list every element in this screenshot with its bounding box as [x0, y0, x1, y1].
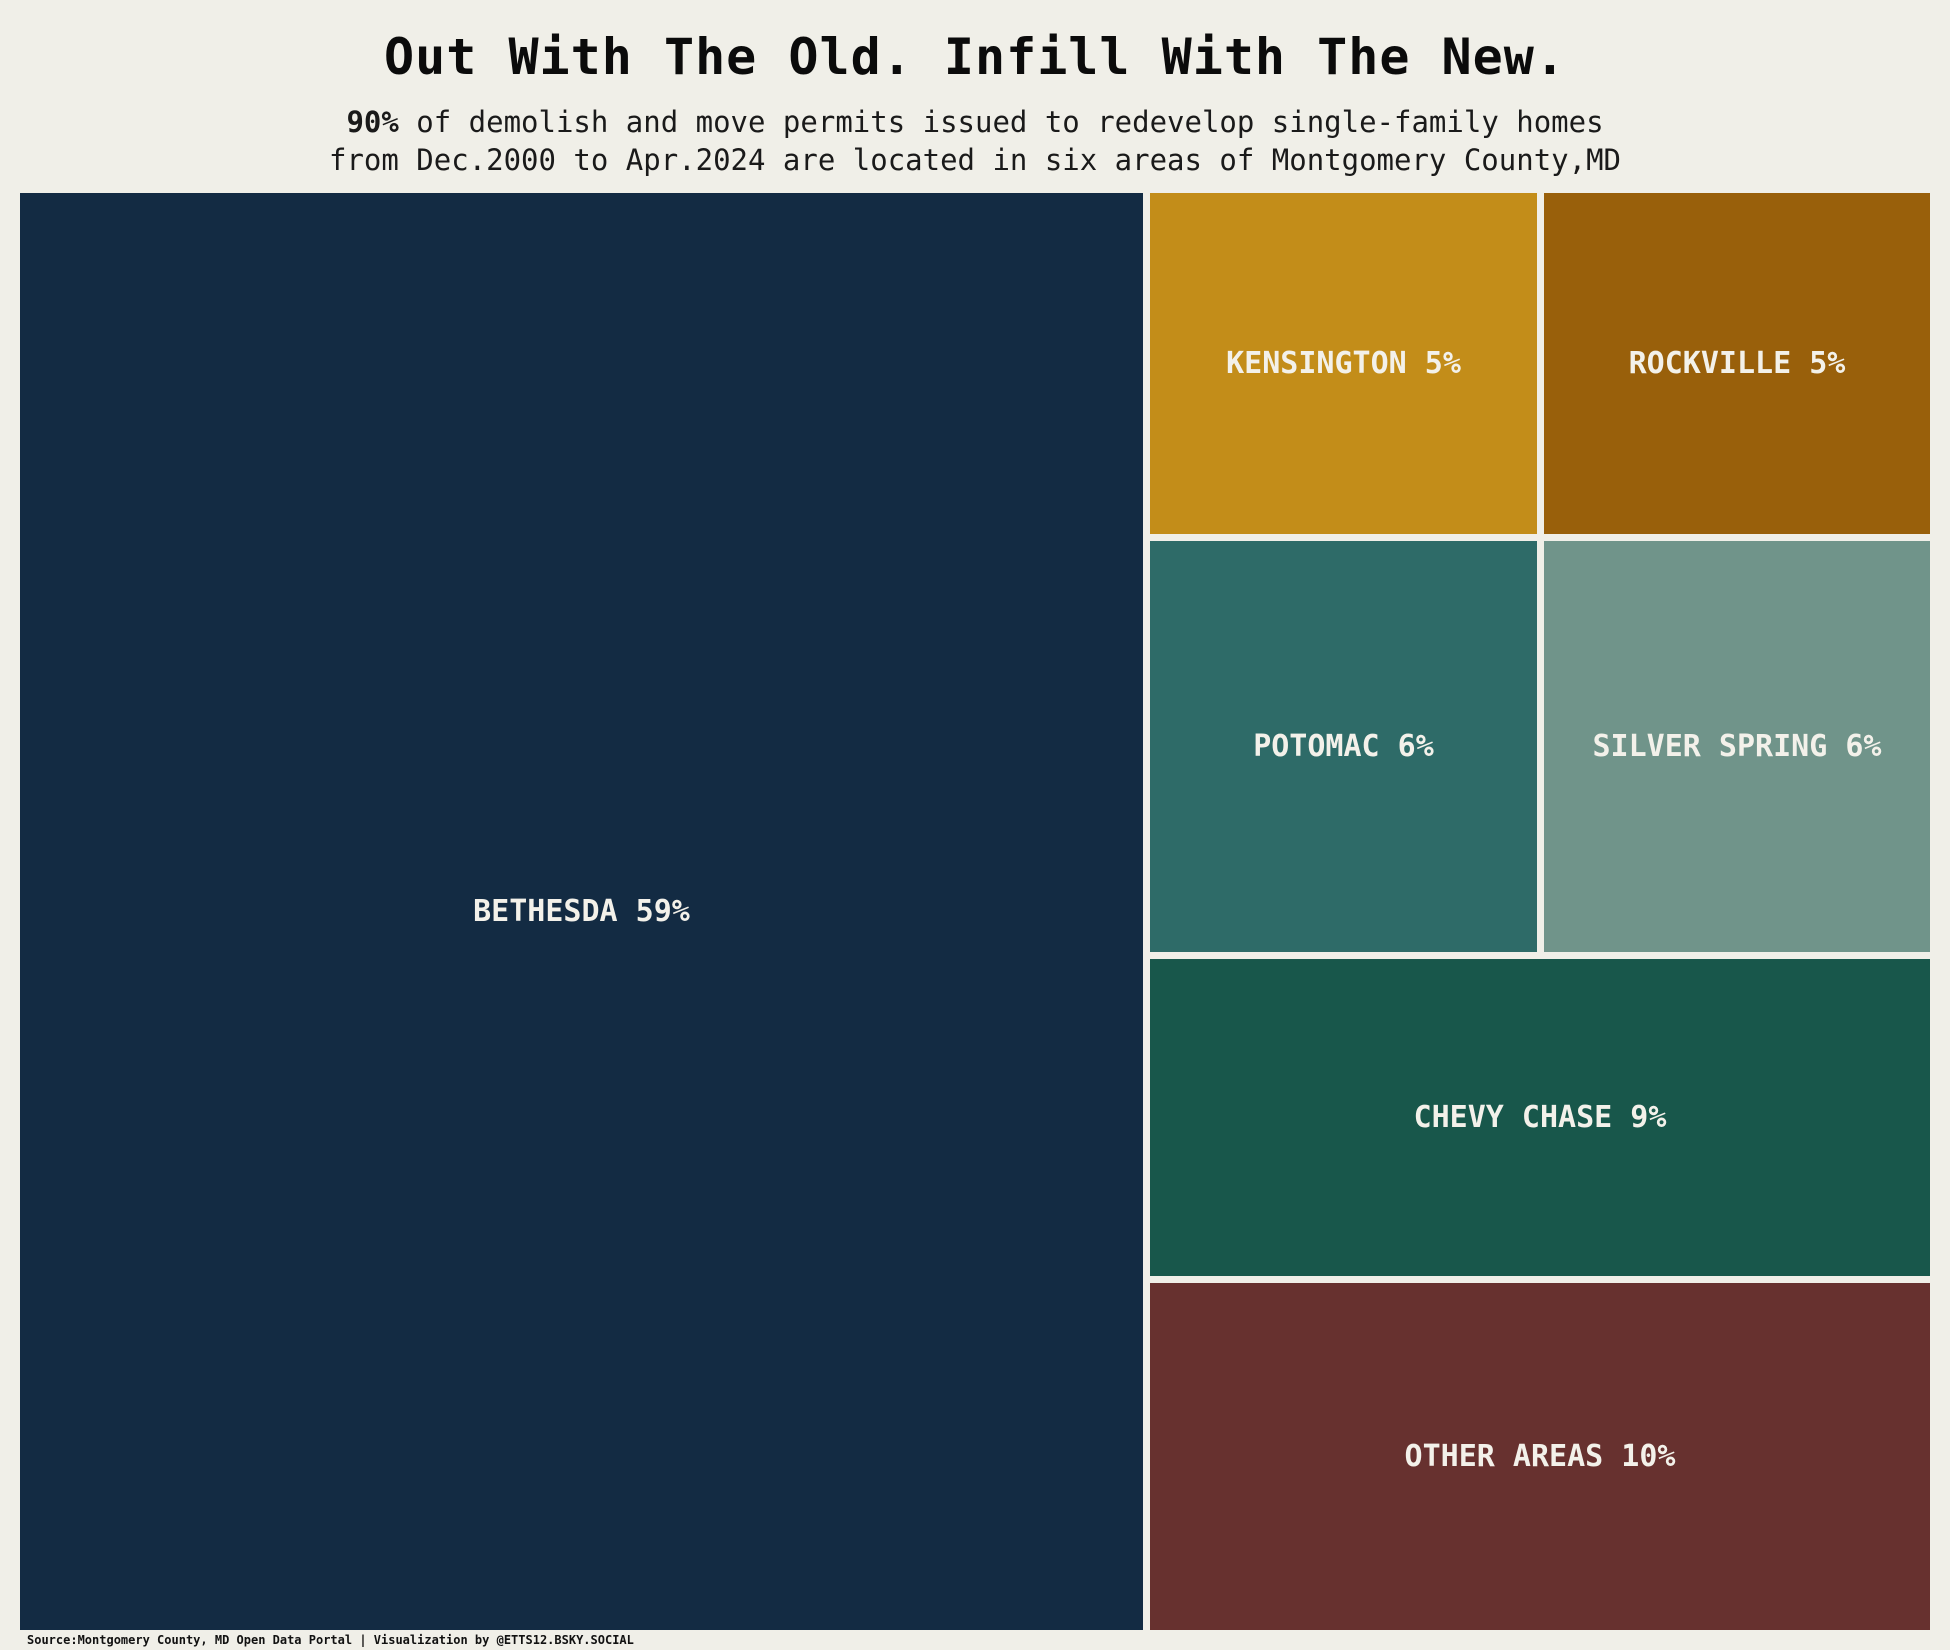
treemap-tile-other-areas: OTHER AREAS 10% [1150, 1283, 1930, 1630]
treemap-tile-kensington: KENSINGTON 5% [1150, 193, 1537, 534]
subtitle-highlight: 90% [346, 105, 399, 139]
tile-label: POTOMAC 6% [1253, 729, 1434, 764]
tile-label: OTHER AREAS 10% [1404, 1439, 1676, 1474]
chart-subtitle: 90% of demolish and move permits issued … [0, 103, 1950, 179]
treemap-tile-rockville: ROCKVILLE 5% [1544, 193, 1930, 534]
tile-label: KENSINGTON 5% [1226, 346, 1461, 381]
tile-label: BETHESDA 59% [473, 894, 690, 929]
tile-label: SILVER SPRING 6% [1592, 729, 1882, 764]
subtitle-line-1: 90% of demolish and move permits issued … [0, 103, 1950, 141]
subtitle-line-2: from Dec.2000 to Apr.2024 are located in… [328, 143, 1621, 177]
treemap-tile-bethesda: BETHESDA 59% [20, 193, 1143, 1630]
treemap: BETHESDA 59% OTHER AREAS 10% CHEVY CHASE 9… [20, 193, 1930, 1630]
subtitle-line-1-text: of demolish and move permits issued to r… [398, 105, 1604, 139]
treemap-tile-silver-spring: SILVER SPRING 6% [1544, 541, 1930, 952]
treemap-tile-chevy-chase: CHEVY CHASE 9% [1150, 959, 1930, 1276]
tile-label: CHEVY CHASE 9% [1413, 1100, 1667, 1135]
tile-label: ROCKVILLE 5% [1628, 346, 1846, 381]
source-caption: Source:Montgomery County, MD Open Data P… [27, 1633, 634, 1647]
treemap-tile-potomac: POTOMAC 6% [1150, 541, 1537, 952]
chart-title: Out With The Old. Infill With The New. [384, 28, 1566, 86]
